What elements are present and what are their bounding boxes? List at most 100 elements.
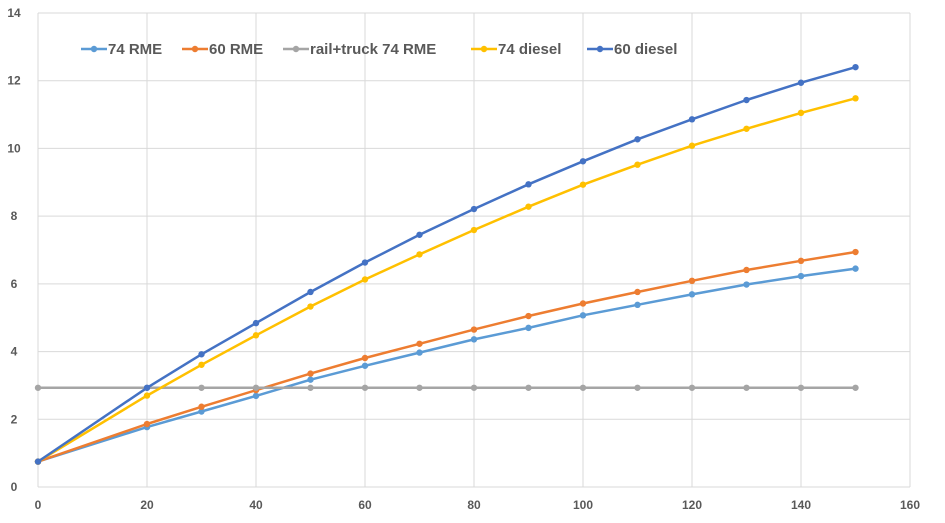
data-point: [688, 291, 696, 298]
data-point: [416, 384, 423, 391]
data-point: [688, 142, 696, 149]
data-point: [525, 312, 532, 320]
data-point: [743, 281, 750, 288]
legend-marker: [292, 45, 300, 53]
data-point: [688, 277, 696, 285]
data-point: [634, 161, 641, 168]
legend-marker: [90, 45, 98, 53]
data-point: [361, 384, 369, 391]
legend-item: 74 RME: [81, 41, 162, 58]
legend-item: 74 diesel: [471, 41, 561, 58]
y-tick-label: 2: [11, 412, 18, 426]
grid-layer: [37, 12, 911, 488]
data-point: [143, 392, 151, 399]
data-point: [252, 392, 260, 400]
series-74-rme: [34, 265, 859, 465]
data-point: [634, 288, 641, 296]
data-point: [852, 63, 859, 71]
data-point: [525, 181, 532, 188]
data-point: [743, 125, 750, 132]
data-point: [688, 384, 696, 391]
data-point: [416, 251, 423, 258]
data-point: [852, 95, 859, 102]
legend-label: 74 RME: [108, 41, 162, 58]
legend-label: rail+truck 74 RME: [310, 41, 436, 58]
data-point: [198, 408, 205, 415]
data-point: [852, 265, 859, 272]
data-point: [743, 384, 750, 391]
data-point: [579, 312, 587, 319]
legend-label: 74 diesel: [498, 41, 561, 58]
y-tick-label: 10: [7, 141, 21, 155]
data-point: [416, 340, 423, 347]
data-point: [470, 326, 478, 333]
data-point: [307, 370, 314, 377]
data-point: [579, 384, 587, 391]
x-tick-label: 20: [140, 498, 154, 512]
x-tick-label: 80: [467, 498, 481, 512]
data-point: [852, 248, 859, 256]
data-point: [361, 276, 369, 283]
x-tick-label: 160: [900, 498, 920, 512]
data-point: [470, 384, 478, 391]
series-line: [37, 65, 856, 463]
data-point: [797, 272, 805, 280]
data-point: [688, 116, 696, 123]
data-point: [634, 384, 641, 391]
x-tick-label: 60: [358, 498, 372, 512]
y-tick-label: 0: [11, 480, 18, 494]
series-74-diesel: [34, 95, 859, 465]
data-point: [34, 384, 42, 391]
data-point: [198, 403, 205, 410]
legend-item: rail+truck 74 RME: [283, 41, 436, 58]
data-point: [143, 384, 151, 391]
data-point: [416, 231, 423, 238]
data-point: [361, 362, 369, 369]
x-tick-label: 0: [35, 498, 42, 512]
legend-label: 60 RME: [209, 41, 263, 58]
legend: 74 RME 60 RME rail+truck 74 RME 74 diesel 60…: [81, 41, 677, 58]
data-point: [797, 109, 805, 117]
data-point: [743, 266, 750, 274]
data-point: [198, 384, 205, 391]
data-point: [579, 158, 587, 165]
data-point: [525, 384, 532, 391]
legend-label: 60 diesel: [614, 41, 677, 58]
legend-marker: [480, 45, 488, 53]
x-tick-label: 40: [249, 498, 263, 512]
data-point: [361, 354, 369, 362]
legend-item: 60 diesel: [587, 41, 677, 58]
series-line: [37, 267, 856, 463]
y-tick-label: 12: [7, 74, 21, 88]
data-point: [416, 349, 423, 356]
series-line: [37, 97, 856, 463]
y-tick-label: 6: [11, 277, 18, 291]
data-point: [579, 181, 587, 188]
data-point: [307, 384, 314, 391]
series-layer: [34, 63, 859, 465]
y-tick-label: 4: [11, 345, 18, 359]
data-point: [470, 336, 478, 343]
data-point: [797, 384, 805, 391]
data-point: [470, 205, 478, 213]
data-point: [525, 324, 532, 332]
series-60-diesel: [34, 63, 859, 465]
data-point: [307, 376, 314, 383]
data-point: [852, 384, 859, 391]
data-point: [307, 303, 314, 310]
data-point: [252, 319, 260, 327]
x-tick-label: 120: [682, 498, 702, 512]
series-60-rme: [34, 248, 859, 465]
data-point: [797, 257, 805, 265]
x-tick-label: 140: [791, 498, 811, 512]
data-point: [252, 332, 260, 339]
data-point: [143, 420, 151, 428]
y-tick-label: 8: [11, 209, 18, 223]
data-point: [198, 361, 205, 368]
data-point: [34, 458, 42, 465]
x-tick-label: 100: [573, 498, 593, 512]
data-point: [470, 226, 478, 234]
data-point: [361, 259, 369, 266]
